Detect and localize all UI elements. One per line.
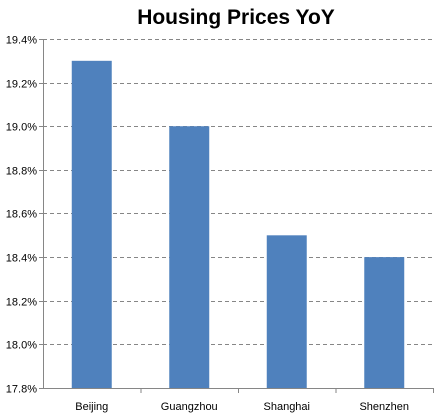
y-tick-label: 19.0% [6, 122, 37, 134]
y-tick-label: 18.2% [6, 297, 37, 309]
bar-beijing [71, 60, 112, 388]
bars [71, 60, 405, 388]
x-category-label: Shenzhen [359, 401, 409, 413]
y-tick-label: 18.6% [6, 209, 37, 221]
y-tick-label: 17.8% [6, 384, 37, 396]
bar-shanghai [266, 235, 307, 388]
y-tick-labels: 17.8% 18.0% 18.2% 18.4% 18.6% 18.8% 19.0% 19.2%… [6, 35, 37, 396]
x-category-label: Shanghai [264, 401, 311, 413]
axes [39, 39, 434, 393]
bar-guangzhou [169, 126, 210, 388]
bar-shenzhen [364, 257, 405, 388]
y-tick-label: 19.2% [6, 79, 37, 91]
x-category-label: Guangzhou [161, 401, 218, 413]
y-tick-label: 18.8% [6, 166, 37, 178]
y-tick-label: 18.0% [6, 340, 37, 352]
x-category-labels: Beijing Guangzhou Shanghai Shenzhen [75, 401, 409, 413]
chart-title: Housing Prices YoY [137, 6, 335, 29]
y-tick-label: 19.4% [6, 35, 37, 47]
x-category-label: Beijing [75, 401, 108, 413]
y-tick-label: 18.4% [6, 253, 37, 265]
